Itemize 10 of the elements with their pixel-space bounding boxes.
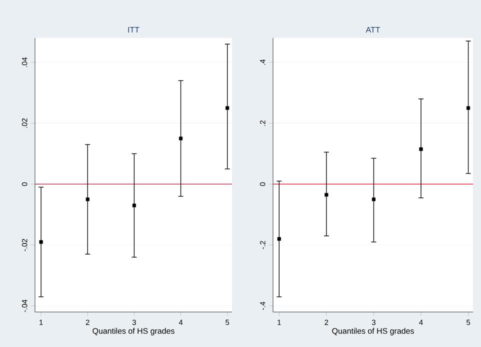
point xyxy=(277,237,281,241)
point xyxy=(178,136,183,140)
point xyxy=(86,198,90,202)
point xyxy=(39,240,43,244)
point xyxy=(419,147,423,151)
point xyxy=(132,204,136,208)
point xyxy=(372,198,376,202)
point xyxy=(324,193,328,197)
point xyxy=(466,106,470,110)
point xyxy=(226,106,230,110)
